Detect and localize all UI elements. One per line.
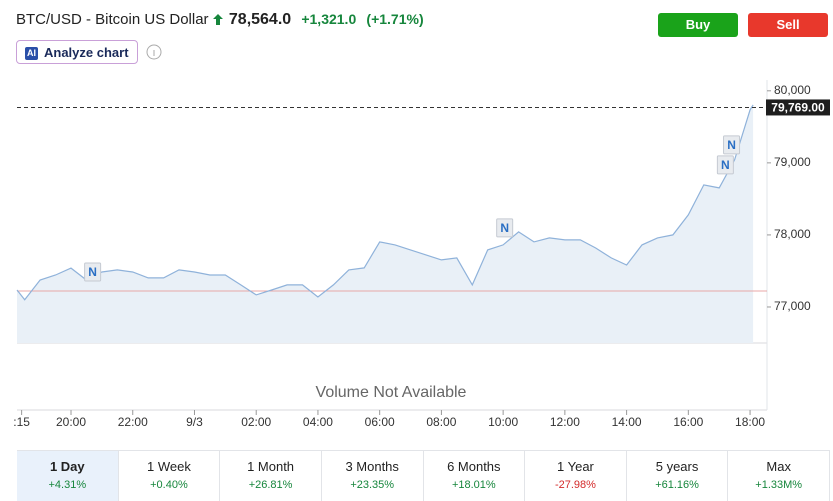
price-line <box>16 104 754 301</box>
news-marker <box>723 135 741 155</box>
period-label: 1 Week <box>147 459 191 474</box>
analyze-button[interactable]: AI Analyze chart <box>16 40 138 64</box>
x-tick-label: 08:00 <box>426 415 456 429</box>
period[interactable]: 6 Months +18.01% <box>424 451 526 501</box>
news-marker-label: N <box>727 138 736 152</box>
period-bar: 1 Day +4.31% 1 Week +0.40% 1 Month +26.81% 3 M… <box>17 450 830 501</box>
period[interactable]: 1 Month +26.81% <box>220 451 322 501</box>
period-label: 5 years <box>655 459 699 474</box>
info-icon[interactable] <box>146 44 162 60</box>
x-tick-label: 10:00 <box>488 415 518 429</box>
period-label: 6 Months <box>447 459 501 474</box>
news-marker <box>716 155 734 175</box>
period-label: Max <box>766 459 791 474</box>
period-change: +1.33M% <box>755 479 803 491</box>
x-tick-label: 20:00 <box>56 415 86 429</box>
x-tick-label: 22:00 <box>118 415 148 429</box>
period-change: +61.16% <box>655 479 699 491</box>
price: 78,564.0 <box>228 11 292 28</box>
period-change: +23.35% <box>350 479 395 491</box>
y-tick-label: 77,000 <box>774 299 811 313</box>
news-marker <box>496 218 514 238</box>
news-marker-label: N <box>88 265 97 279</box>
price-change-percent: (+1.71%) <box>366 11 424 27</box>
x-tick-label: 14:00 <box>612 415 642 429</box>
header: BTC/USD - Bitcoin US Dollar 78,564.0 +1,… <box>16 11 424 29</box>
period-change: +4.31% <box>48 479 87 491</box>
period-label: 1 Year <box>557 459 594 474</box>
analyze-label: Analyze chart <box>44 45 129 60</box>
period[interactable]: 3 Months +23.35% <box>322 451 424 501</box>
volume-note: Volume Not Available <box>316 384 467 401</box>
period[interactable]: Max +1.33M% <box>728 451 830 501</box>
y-tick-label: 79,000 <box>774 155 811 169</box>
period-label: 3 Months <box>345 459 399 474</box>
buy-button[interactable]: Buy <box>658 13 738 37</box>
x-tick-label: 04:00 <box>303 415 333 429</box>
x-tick-label: :15 <box>13 415 30 429</box>
y-tick-label: 78,000 <box>774 227 811 241</box>
x-tick-label: 12:00 <box>550 415 580 429</box>
period[interactable]: 5 years +61.16% <box>627 451 729 501</box>
area <box>17 104 754 344</box>
x-tick-label: 9/3 <box>186 415 203 429</box>
period-label: 1 Day <box>49 459 85 474</box>
x-tick-label: 18:00 <box>735 415 765 429</box>
period-change: -27.98% <box>554 479 596 491</box>
news-marker-label: N <box>721 158 730 172</box>
period-change: +0.40% <box>150 479 188 491</box>
period-label: 1 Month <box>247 459 295 474</box>
period-change: +18.01% <box>451 479 496 491</box>
period[interactable]: 1 Week +0.40% <box>119 451 221 501</box>
price-change: +1,321.0 <box>301 11 357 27</box>
y-tick-label: 80,000 <box>774 83 811 97</box>
news-marker-label: N <box>500 221 509 235</box>
last-price-box <box>766 99 830 116</box>
chart: Investing.comVolume Not Available77,0007… <box>13 44 830 429</box>
last-price-label: 79,769.00 <box>771 101 825 115</box>
ai-badge: AI <box>25 47 38 60</box>
period[interactable]: 1 Year -27.98% <box>525 451 627 501</box>
period[interactable]: 1 Day +4.31% <box>17 451 119 501</box>
sell-button[interactable]: Sell <box>748 13 828 37</box>
period-change: +26.81% <box>248 479 293 491</box>
instrument-title: BTC/USD - Bitcoin US Dollar <box>16 11 209 28</box>
x-tick-label: 16:00 <box>673 415 703 429</box>
x-tick-label: 06:00 <box>365 415 395 429</box>
up-arrow <box>212 14 223 25</box>
x-tick-label: 02:00 <box>241 415 271 429</box>
news-marker <box>84 262 102 282</box>
